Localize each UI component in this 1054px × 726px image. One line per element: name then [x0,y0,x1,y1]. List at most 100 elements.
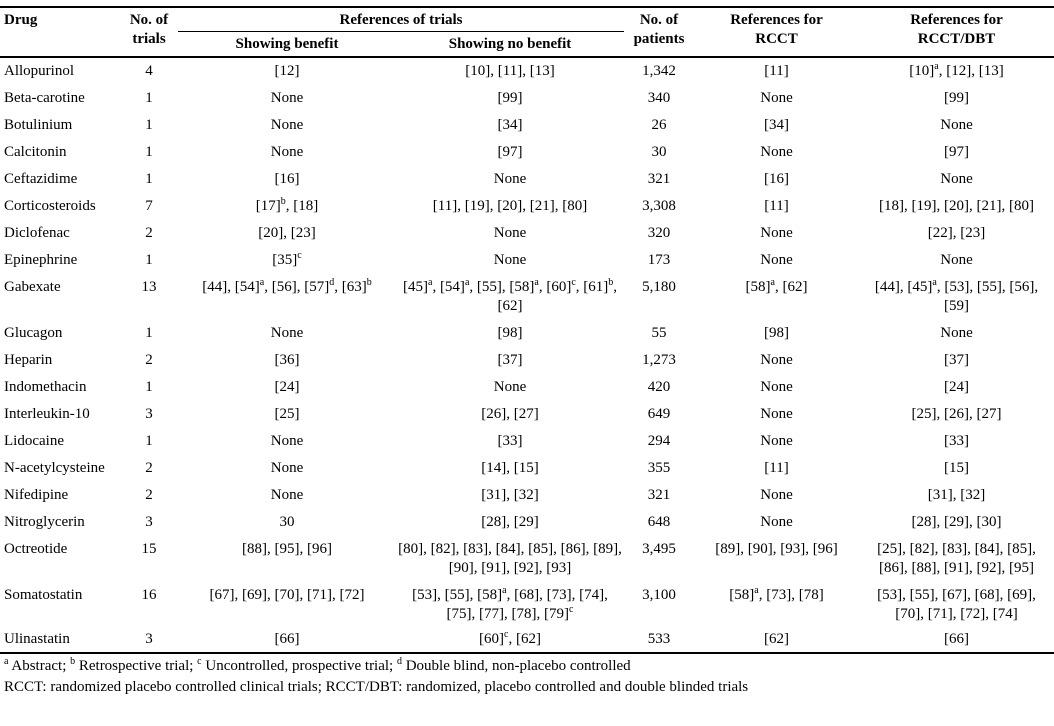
header-no-of-patients: No. of patients [624,7,695,58]
patients-cell: 26 [651,117,667,133]
drug-cell: Ceftazidime [4,171,78,187]
benefit-cell: None [270,325,304,341]
rcct-cell: None [760,487,793,503]
footnote-superscript-key: a Abstract; b Retrospective trial; c Unc… [4,656,631,675]
patients-cell: 55 [651,325,667,341]
no-benefit-cell: [31], [32] [481,487,539,503]
benefit-cell: [66] [178,628,396,654]
drug-cell: Botulinium [4,117,73,133]
patients-cell: 649 [647,406,671,422]
rcct-cell: [98] [764,325,790,341]
footnote-abbreviation-key: RCCT: randomized placebo controlled clin… [4,679,749,695]
benefit-cell: [36] [274,352,300,368]
trials-cell: 1 [145,252,153,268]
table-row: Ulinastatin 3 [66] [60]c, [62] 533 [62] [66] [0,628,1054,654]
patients-cell: 355 [647,460,671,476]
rcct-dbt-cell: [25], [82], [83], [84], [85], [86], [88]… [877,541,1036,576]
table-row: N-acetylcysteine 2 None [14], [15] 355 [11] [1… [0,455,1054,482]
rcct-dbt-cell: [33] [944,433,970,449]
no-benefit-cell: [10], [11], [13] [465,63,555,79]
header-drug: Drug [0,7,120,58]
rcct-dbt-cell: [15] [944,460,970,476]
drug-cell: Indomethacin [4,379,87,395]
rcct-dbt-cell: None [940,252,973,268]
trials-cell: 3 [120,628,178,654]
no-benefit-cell: [60]c, [62] [396,628,625,654]
benefit-cell: [67], [69], [70], [71], [72] [209,587,365,603]
table-row: Nifedipine 2 None [31], [32] 321 None [31], [3… [0,482,1054,509]
header-references-of-trials: References of trials [178,7,625,32]
patients-cell: 5,180 [642,279,676,295]
no-benefit-cell: [53], [55], [58]a, [68], [73], [74], [75… [412,585,608,623]
table-row: Lidocaine 1 None [33] 294 None [33] [0,428,1054,455]
table-row: Corticosteroids 7 [17]b, [18] [11], [19], [… [0,193,1054,220]
trials-cell: 3 [145,406,153,422]
benefit-cell: None [270,117,304,133]
rcct-cell: None [760,144,793,160]
table-row: Gabexate 13 [44], [54]a, [56], [57]d, [63]… [0,274,1054,320]
no-benefit-cell: [33] [497,433,523,449]
trials-cell: 1 [145,171,153,187]
no-benefit-cell: [14], [15] [481,460,539,476]
drug-cell: N-acetylcysteine [4,460,105,476]
table-body: Allopurinol 4 [12] [10], [11], [13] 1,342 [11… [0,57,1054,654]
drug-cell: Nifedipine [4,487,69,503]
no-benefit-cell: None [493,171,527,187]
document-page: Drug No. of trials References of trials … [0,6,1054,695]
rcct-dbt-cell: [10]a, [12], [13] [909,61,1004,80]
trials-cell: 3 [145,514,153,530]
rcct-cell: None [760,252,793,268]
no-benefit-cell: [45]a, [54]a, [55], [58]a, [60]c, [61]b,… [402,277,618,315]
rcct-dbt-cell: [99] [944,90,970,106]
trials-cell: 2 [145,352,153,368]
benefit-cell: [25] [274,406,300,422]
table-row: Ceftazidime 1 [16] None 321 [16] None [0,166,1054,193]
rcct-dbt-cell: [18], [19], [20], [21], [80] [879,198,1034,214]
header-references-rcct: References for RCCT [694,7,860,58]
patients-cell: 30 [651,144,667,160]
patients-cell: 420 [647,379,671,395]
benefit-cell: [16] [274,171,300,187]
drug-cell: Lidocaine [4,433,64,449]
rcct-cell: None [760,90,793,106]
benefit-cell: [12] [274,63,300,79]
patients-cell: 533 [624,628,695,654]
header-showing-benefit: Showing benefit [178,31,396,58]
no-benefit-cell: [37] [497,352,523,368]
benefit-cell: None [270,433,304,449]
rcct-dbt-cell: [25], [26], [27] [911,406,1002,422]
patients-cell: 294 [647,433,671,449]
rcct-dbt-cell: [66] [859,628,1054,654]
drug-cell: Allopurinol [4,63,74,79]
trials-cell: 16 [141,587,157,603]
header-showing-no-benefit: Showing no benefit [396,31,625,58]
rcct-dbt-cell: [22], [23] [927,225,986,241]
rcct-dbt-cell: [28], [29], [30] [911,514,1002,530]
rcct-cell: [58]a, [73], [78] [729,585,824,604]
rcct-cell: [34] [764,117,790,133]
table-row: Glucagon 1 None [98] 55 [98] None [0,320,1054,347]
trials-cell: 1 [145,90,153,106]
no-benefit-cell: [98] [497,325,523,341]
benefit-cell: [44], [54]a, [56], [57]d, [63]b [202,277,372,296]
benefit-cell: [24] [274,379,300,395]
drug-cell: Epinephrine [4,252,78,268]
rcct-cell: [11] [764,63,789,79]
table-row: Beta-carotine 1 None [99] 340 None [99] [0,85,1054,112]
trials-cell: 2 [145,487,153,503]
rcct-dbt-cell: [97] [944,144,970,160]
benefit-cell: 30 [279,514,295,530]
rcct-cell: [11] [764,460,789,476]
table-row: Diclofenac 2 [20], [23] None 320 None [22], [2… [0,220,1054,247]
patients-cell: 321 [647,487,671,503]
benefit-cell: [20], [23] [258,225,316,241]
drug-cell: Beta-carotine [4,90,85,106]
rcct-cell: [58]a, [62] [745,277,808,296]
drug-cell: Gabexate [4,279,61,295]
patients-cell: 3,100 [642,587,676,603]
no-benefit-cell: [97] [497,144,523,160]
no-benefit-cell: [99] [497,90,523,106]
table-row: Botulinium 1 None [34] 26 [34] None [0,112,1054,139]
rcct-dbt-cell: [24] [944,379,970,395]
no-benefit-cell: [80], [82], [83], [84], [85], [86], [89]… [398,541,622,576]
